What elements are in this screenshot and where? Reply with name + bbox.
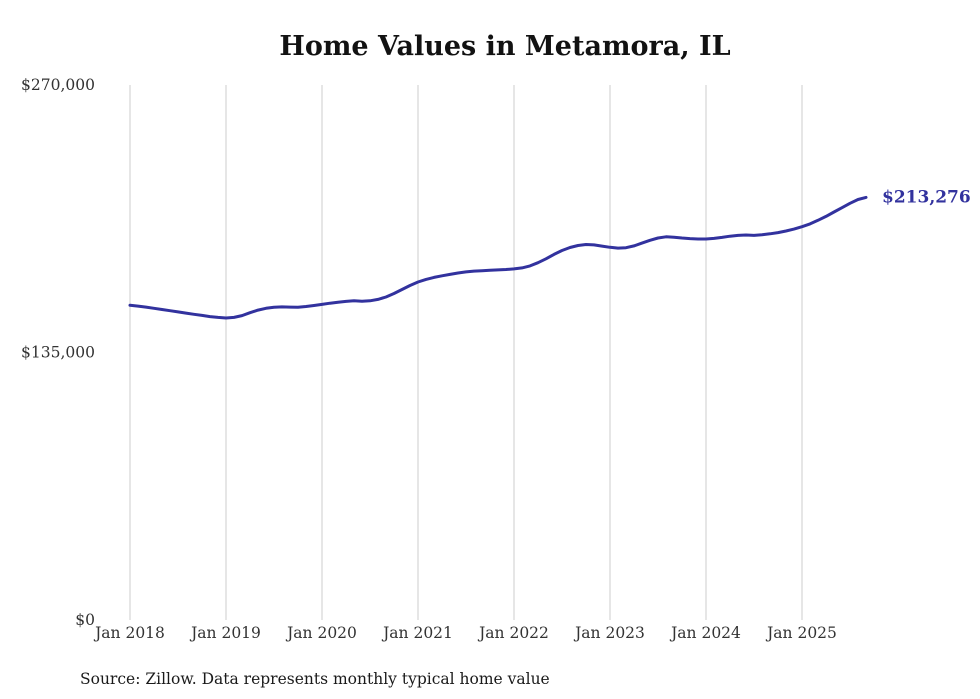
x-axis-tick-label: Jan 2024 [669,624,741,642]
x-axis-tick-label: Jan 2023 [573,624,645,642]
gridlines-group [129,85,803,620]
x-axis-tick-label: Jan 2020 [285,624,357,642]
x-axis-tick-label: Jan 2025 [765,624,837,642]
source-note: Source: Zillow. Data represents monthly … [80,670,550,688]
home-value-series-line [128,195,868,320]
x-axis-tick-label: Jan 2022 [477,624,549,642]
y-axis-tick-label: $0 [75,611,95,629]
y-axis-tick-labels: $0 $135,000 $270,000 [21,76,95,629]
end-value-label: $213,276 [882,187,971,207]
chart-title: Home Values in Metamora, IL [279,31,730,62]
x-axis-tick-label: Jan 2018 [93,624,165,642]
y-axis-tick-label: $270,000 [21,76,95,94]
x-axis-tick-labels: Jan 2018 Jan 2019 Jan 2020 Jan 2021 Jan 2022… [93,624,837,642]
x-axis-tick-label: Jan 2019 [189,624,261,642]
y-axis-tick-label: $135,000 [21,344,95,362]
x-axis-tick-label: Jan 2021 [381,624,453,642]
